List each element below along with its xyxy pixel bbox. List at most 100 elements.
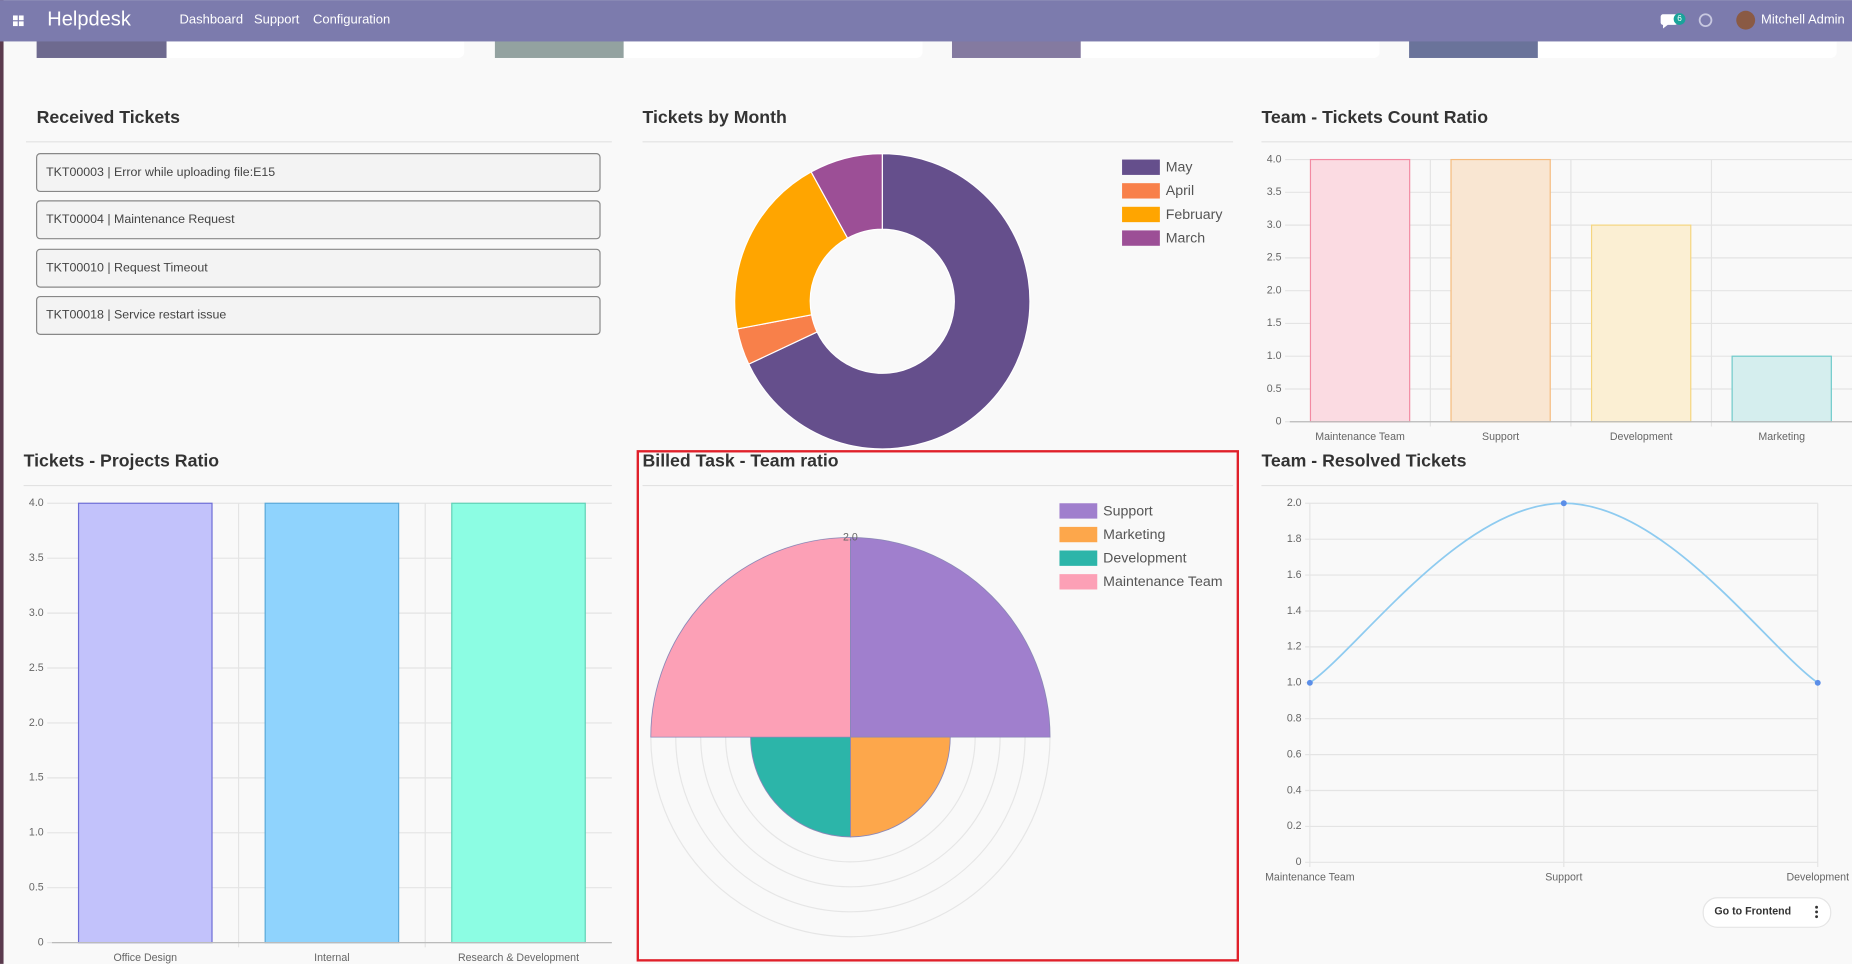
chart-panel: Tickets by Month May April February March: [642, 107, 1234, 450]
chart-panel: Tickets - Projects Ratio 0 0.5 1.0 1.5 2.0 2.5…: [23, 451, 612, 964]
y-tick-label: 2.5: [1267, 252, 1282, 264]
x-tick-label: Office Design: [113, 952, 177, 964]
doughnut-slice: [810, 153, 883, 239]
ticket-item[interactable]: [36, 153, 601, 193]
panel-title: Team - Tickets Count Ratio: [1261, 107, 1488, 127]
frontend-button[interactable]: Go to Frontend: [1702, 897, 1832, 928]
x-tick-label: Research & Development: [458, 952, 579, 964]
messages-icon[interactable]: [1660, 14, 1678, 29]
y-tick-label: 1.6: [1287, 569, 1302, 581]
polar-sector: [650, 537, 851, 738]
highlight-box: [636, 450, 1239, 962]
menu-item[interactable]: Support: [254, 12, 300, 27]
x-tick-label: Maintenance Team: [1315, 431, 1405, 443]
bar: [1590, 224, 1692, 423]
legend-label[interactable]: May: [1166, 160, 1194, 176]
legend-label[interactable]: March: [1166, 230, 1205, 246]
y-tick-label: 2.0: [1267, 284, 1282, 296]
button-label[interactable]: Go to Frontend: [1714, 906, 1791, 918]
doughnut-slice: [747, 153, 1031, 450]
x-tick-label: Maintenance Team: [1265, 871, 1355, 883]
menu-item[interactable]: Configuration: [313, 12, 390, 27]
y-tick-label: 0: [38, 936, 44, 948]
legend-swatch[interactable]: [1122, 206, 1160, 223]
x-tick-label: Support: [1482, 431, 1519, 443]
ticket-list: TKT00003 | Error while uploading file:E1…: [36, 153, 601, 335]
y-tick-label: 1.5: [1267, 317, 1282, 329]
menu-item[interactable]: Dashboard: [180, 12, 244, 27]
activity-icon[interactable]: [1698, 13, 1713, 27]
legend-label[interactable]: Support: [1103, 503, 1153, 519]
y-tick-label: 2.0: [1287, 497, 1302, 509]
ticket-label: TKT00003 | Error while uploading file:E1…: [46, 165, 275, 179]
y-tick-label: 0.6: [1287, 748, 1302, 760]
y-tick-label: 0: [1276, 416, 1282, 428]
x-tick-label: Development: [1786, 871, 1849, 883]
y-tick-label: 0.4: [1287, 784, 1302, 796]
y-tick-label: 2.0: [29, 717, 44, 729]
left-edge: [0, 0, 4, 964]
ticket-label: TKT00004 | Maintenance Request: [46, 212, 235, 226]
legend-label[interactable]: February: [1166, 207, 1224, 223]
ticket-item[interactable]: [36, 295, 601, 335]
panel-title: Tickets - Projects Ratio: [24, 451, 220, 471]
ticket-label: TKT00010 | Request Timeout: [46, 260, 208, 274]
y-tick-label: 0.5: [29, 882, 44, 894]
x-tick-label: Marketing: [1758, 431, 1805, 443]
panel-title: Received Tickets: [37, 107, 181, 127]
y-tick-label: 0.8: [1287, 713, 1302, 725]
legend-swatch[interactable]: [1059, 503, 1098, 519]
y-tick-label: 3.0: [29, 607, 44, 619]
legend-swatch[interactable]: [1059, 574, 1098, 590]
bar: [1309, 158, 1411, 423]
ticket-item[interactable]: [36, 200, 601, 240]
chart-panel: Team - Resolved Tickets 0 0.2 0.4 0.6 0.8 1.0 1…: [1261, 451, 1852, 883]
apps-icon[interactable]: [12, 15, 24, 27]
legend-swatch[interactable]: [1122, 183, 1160, 199]
panel-title: Tickets by Month: [643, 107, 787, 127]
app-name[interactable]: Helpdesk: [47, 8, 132, 30]
user-name[interactable]: Mitchell Admin: [1761, 12, 1845, 27]
legend-swatch[interactable]: [1122, 159, 1160, 175]
legend-swatch[interactable]: [1059, 526, 1098, 543]
x-tick-label: Internal: [314, 952, 349, 964]
y-tick-label: 0.5: [1267, 383, 1282, 395]
navbar: [0, 0, 1852, 42]
legend-label[interactable]: Marketing: [1103, 527, 1165, 543]
badge: [1673, 13, 1686, 25]
bar: [1731, 355, 1832, 423]
bar: [451, 502, 586, 944]
badge-count: 6: [1677, 14, 1682, 23]
y-tick-label: 1.0: [29, 827, 44, 839]
x-tick-label: Support: [1545, 871, 1582, 883]
y-tick-label: 3.0: [1267, 219, 1282, 231]
y-tick-label: 1.8: [1287, 533, 1302, 545]
chart-panel: Billed Task - Team ratio 2.0 Support Market…: [642, 451, 1234, 938]
legend-label[interactable]: Development: [1103, 551, 1186, 567]
polar-sector: [750, 736, 851, 838]
legend-swatch[interactable]: [1059, 550, 1098, 566]
chart-panel: Team - Tickets Count Ratio 0 0.5 1.0 1.5 2.0 2…: [1261, 107, 1852, 443]
y-tick-label: 1.0: [1267, 350, 1282, 362]
y-tick-label: 2.5: [29, 662, 44, 674]
button[interactable]: [1702, 897, 1832, 928]
doughnut-slice: [734, 171, 849, 330]
legend-label[interactable]: Maintenance Team: [1103, 574, 1222, 590]
y-tick-label: 4.0: [29, 497, 44, 509]
bar: [1450, 158, 1551, 423]
y-tick-label: 0: [1296, 856, 1302, 868]
legend-swatch[interactable]: [1122, 230, 1160, 246]
ticket-label: TKT00018 | Service restart issue: [46, 308, 226, 322]
point: [1560, 500, 1567, 507]
bar: [264, 502, 400, 944]
avatar[interactable]: [1736, 10, 1756, 30]
y-tick-label: 4.0: [1267, 153, 1282, 165]
y-tick-label: 1.5: [29, 772, 44, 784]
y-tick-label: 0.2: [1287, 820, 1302, 832]
y-tick-label: 3.5: [1267, 186, 1282, 198]
legend-label[interactable]: April: [1166, 183, 1194, 199]
ticket-item[interactable]: [36, 248, 601, 288]
point: [1814, 679, 1821, 686]
